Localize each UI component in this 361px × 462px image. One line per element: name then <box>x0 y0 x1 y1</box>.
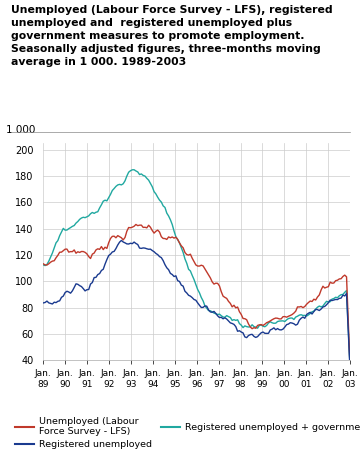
Legend: Unemployed (Labour
Force Survey - LFS), Registered unemployed, Registered unempl: Unemployed (Labour Force Survey - LFS), … <box>11 413 361 453</box>
Text: 1 000: 1 000 <box>6 125 36 134</box>
Text: Unemployed (Labour Force Survey - LFS), registered
unemployed and  registered un: Unemployed (Labour Force Survey - LFS), … <box>11 5 332 67</box>
